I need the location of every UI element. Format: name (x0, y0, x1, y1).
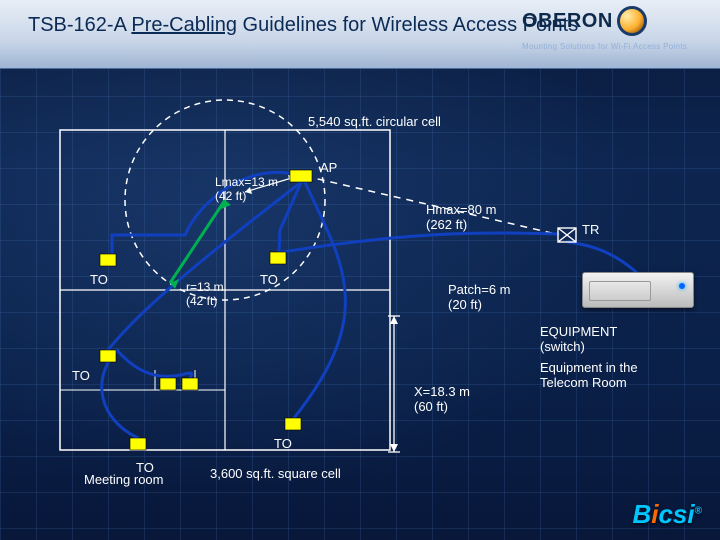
label-lmax: Lmax=13 m (42 ft) (215, 175, 278, 203)
label-patch: Patch=6 m (20 ft) (448, 282, 511, 312)
label-tr: TR (582, 222, 599, 237)
label-equipment-room: Equipment in the Telecom Room (540, 360, 638, 390)
bicsi-logo: Bicsi® (632, 499, 702, 530)
label-equipment: EQUIPMENT (switch) (540, 324, 617, 354)
label-to-1: TO (90, 272, 108, 287)
slide: TSB-162-A Pre-Cabling Guidelines for Wir… (0, 0, 720, 540)
diagram-svg (0, 0, 720, 540)
label-ap: AP (320, 160, 337, 175)
switch-image (582, 272, 694, 308)
label-to-3: TO (72, 368, 90, 383)
label-x: X=18.3 m (60 ft) (414, 384, 470, 414)
label-hmax: Hmax=80 m (262 ft) (426, 202, 496, 232)
label-to-5: TO (136, 460, 154, 475)
label-radius: r=13 m (42 ft) (186, 280, 224, 308)
label-circular-cell: 5,540 sq.ft. circular cell (308, 114, 441, 129)
label-square-cell: 3,600 sq.ft. square cell (210, 466, 341, 481)
label-to-4: TO (274, 436, 292, 451)
label-to-2: TO (260, 272, 278, 287)
